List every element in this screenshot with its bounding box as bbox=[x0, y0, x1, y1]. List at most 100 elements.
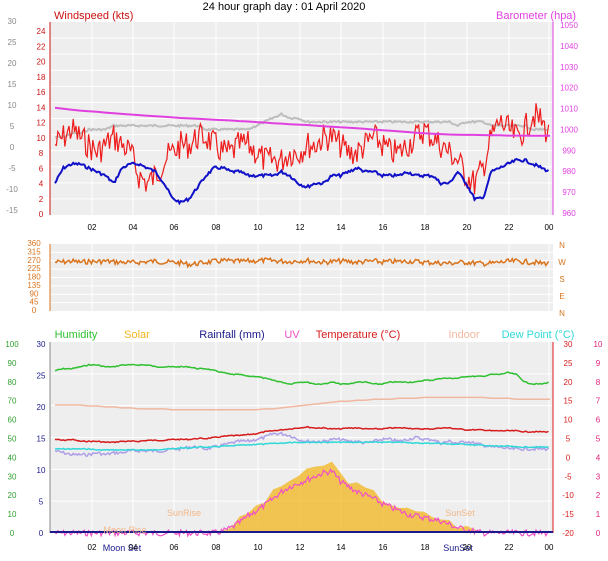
humidity-tick-label: 70 bbox=[8, 397, 17, 406]
humidity-tick-label: 80 bbox=[8, 378, 17, 387]
compass-label: N bbox=[559, 241, 565, 250]
temperature-tick-label: -15 bbox=[562, 510, 574, 519]
baro-tick-label: 970 bbox=[562, 188, 576, 197]
x-tick-label: 04 bbox=[129, 543, 138, 552]
compass-label: W bbox=[558, 258, 566, 267]
multi-series bbox=[50, 363, 553, 538]
temperature-tick-label: -5 bbox=[564, 472, 572, 481]
x-tick-label: 22 bbox=[505, 223, 514, 232]
wind-tick-label: 22 bbox=[37, 42, 46, 51]
gust-tick-label: 25 bbox=[8, 38, 17, 47]
uv-tick-label: 4 bbox=[596, 453, 601, 462]
uv-tick-label: 2 bbox=[596, 491, 601, 500]
legend-item: Solar bbox=[124, 329, 150, 341]
humidity-tick-label: 40 bbox=[8, 453, 17, 462]
gust-tick-label: 5 bbox=[10, 122, 15, 131]
wind-ylabel: Windspeed (kts) bbox=[54, 10, 133, 22]
direction-tick-label: 360 bbox=[27, 239, 41, 248]
average-wind-line bbox=[54, 157, 550, 206]
wind-tick-label: 24 bbox=[37, 27, 46, 36]
wind-tick-label: 6 bbox=[39, 164, 44, 173]
gust-tick-label: -15 bbox=[6, 206, 18, 215]
direction-grid bbox=[50, 244, 553, 311]
x-tick-label: 02 bbox=[88, 223, 97, 232]
wind-panel: Windspeed (kts) Barometer (hpa) 24 22 20 18… bbox=[6, 10, 578, 232]
gust-tick-label: 15 bbox=[8, 80, 17, 89]
uv-tick-label: 7 bbox=[596, 397, 601, 406]
rain-tick-label: 5 bbox=[39, 498, 44, 507]
wind-tick-label: 8 bbox=[39, 149, 44, 158]
multi-panel: Humidity Solar Rainfall (mm) UV Temperature … bbox=[5, 329, 603, 553]
gust-background-line bbox=[54, 111, 550, 139]
direction-line bbox=[54, 256, 550, 269]
compass-label: N bbox=[559, 309, 565, 318]
baro-tick-label: 1030 bbox=[560, 63, 578, 72]
compass-label: S bbox=[559, 275, 564, 284]
wind-series bbox=[54, 103, 550, 206]
humidity-tick-label: 0 bbox=[10, 529, 15, 538]
direction-tick-label: 315 bbox=[27, 247, 41, 256]
barometer-line bbox=[54, 106, 550, 137]
x-tick-label: 00 bbox=[545, 543, 554, 552]
legend-item: Rainfall (mm) bbox=[199, 329, 264, 341]
legend-item: Indoor bbox=[448, 329, 480, 341]
uv-tick-label: 3 bbox=[596, 472, 601, 481]
multi-x-ticks: 02 04 06 08 10 12 14 16 18 20 22 00 bbox=[88, 543, 554, 552]
x-tick-label: 10 bbox=[254, 543, 263, 552]
direction-tick-label: 45 bbox=[30, 298, 39, 307]
temperature-tick-label: 0 bbox=[566, 453, 571, 462]
x-tick-label: 12 bbox=[296, 543, 305, 552]
wind-x-ticks: 02 04 06 08 10 12 14 16 18 20 22 00 bbox=[88, 223, 554, 232]
temperature-tick-label: 25 bbox=[564, 359, 573, 368]
multi-legend: Humidity Solar Rainfall (mm) UV Temperature … bbox=[55, 329, 575, 341]
wind-tick-label: 10 bbox=[37, 134, 46, 143]
x-tick-label: 14 bbox=[337, 543, 346, 552]
humidity-tick-label: 10 bbox=[8, 510, 17, 519]
annotation-label: SunSet bbox=[443, 543, 473, 553]
dewpoint-line bbox=[55, 440, 549, 452]
wind-tick-label: 2 bbox=[39, 195, 44, 204]
direction-tick-label: 90 bbox=[30, 289, 39, 298]
x-tick-label: 18 bbox=[421, 223, 430, 232]
temperature-line bbox=[54, 425, 549, 444]
gust-tick-label: 20 bbox=[8, 59, 17, 68]
rain-tick-label: 20 bbox=[37, 403, 46, 412]
direction-tick-label: 0 bbox=[32, 306, 37, 315]
rain-tick-label: 0 bbox=[39, 529, 44, 538]
humidity-tick-label: 60 bbox=[8, 416, 17, 425]
x-tick-label: 18 bbox=[421, 543, 430, 552]
x-tick-label: 16 bbox=[379, 543, 388, 552]
temperature-tick-label: 30 bbox=[564, 340, 573, 349]
baro-ylabel: Barometer (hpa) bbox=[496, 10, 576, 22]
uv-tick-label: 1 bbox=[596, 510, 601, 519]
solar-area bbox=[50, 461, 553, 533]
rain-tick-label: 30 bbox=[37, 340, 46, 349]
direction-tick-label: 135 bbox=[27, 281, 41, 290]
x-tick-label: 02 bbox=[88, 543, 97, 552]
indoor-line bbox=[55, 396, 550, 411]
x-tick-label: 20 bbox=[463, 543, 472, 552]
wind-tick-label: 18 bbox=[37, 73, 46, 82]
x-tick-label: 06 bbox=[170, 223, 179, 232]
heat-index-line bbox=[54, 431, 550, 457]
rain-tick-label: 15 bbox=[37, 435, 46, 444]
uv-tick-label: 0 bbox=[596, 529, 601, 538]
temperature-tick-label: 15 bbox=[564, 397, 573, 406]
gust-tick-label: 30 bbox=[8, 17, 17, 26]
x-tick-label: 06 bbox=[170, 543, 179, 552]
wind-tick-label: 12 bbox=[37, 119, 46, 128]
uv-tick-label: 6 bbox=[596, 416, 601, 425]
uv-tick-label: 8 bbox=[596, 378, 601, 387]
temperature-tick-label: 5 bbox=[566, 435, 571, 444]
compass-label: E bbox=[559, 292, 564, 301]
baro-tick-label: 990 bbox=[562, 146, 576, 155]
baro-right-ticks: 1050 1040 1030 1020 1010 1000 990 980 970 960 bbox=[560, 21, 578, 218]
baro-tick-label: 1050 bbox=[560, 21, 578, 30]
x-tick-label: 00 bbox=[545, 223, 554, 232]
graph-title: 24 hour graph day : 01 April 2020 bbox=[203, 1, 366, 13]
uv-tick-label: 10 bbox=[594, 340, 603, 349]
